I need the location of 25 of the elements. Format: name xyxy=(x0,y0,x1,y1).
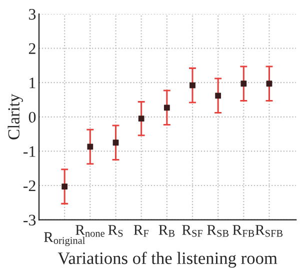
y-tick-label: 0 xyxy=(28,112,36,123)
x-axis-title: Variations of the listening room xyxy=(58,252,278,268)
point xyxy=(215,92,222,99)
y-tick-label: -3 xyxy=(24,214,36,226)
x-tick-label: R$_{S}$ xyxy=(108,225,123,237)
point xyxy=(138,116,144,122)
y-tick-label: -1 xyxy=(24,146,36,157)
point xyxy=(87,144,94,150)
y-axis-title: Clarity xyxy=(8,94,23,140)
y-tick-label: 3 xyxy=(29,8,36,20)
point xyxy=(190,82,196,88)
x-tick-label: R$_{B}$ xyxy=(158,225,175,237)
point xyxy=(62,184,68,190)
point xyxy=(164,104,170,111)
x-tick-label: R$_{SB}$ xyxy=(207,225,229,237)
y-tick-label: 2 xyxy=(28,43,36,54)
y-tick-label: 1 xyxy=(30,78,36,88)
point xyxy=(112,140,119,146)
point xyxy=(266,80,272,87)
x-tick-label: R$_{FB}$ xyxy=(232,225,254,237)
y-tick-label: -2 xyxy=(24,180,36,192)
point xyxy=(240,80,247,87)
x-tick-label: R$_{SF}$ xyxy=(182,225,203,237)
x-tick-label: R$_{SFB}$ xyxy=(255,225,283,237)
x-tick-label: R$_{F}$ xyxy=(134,225,149,237)
